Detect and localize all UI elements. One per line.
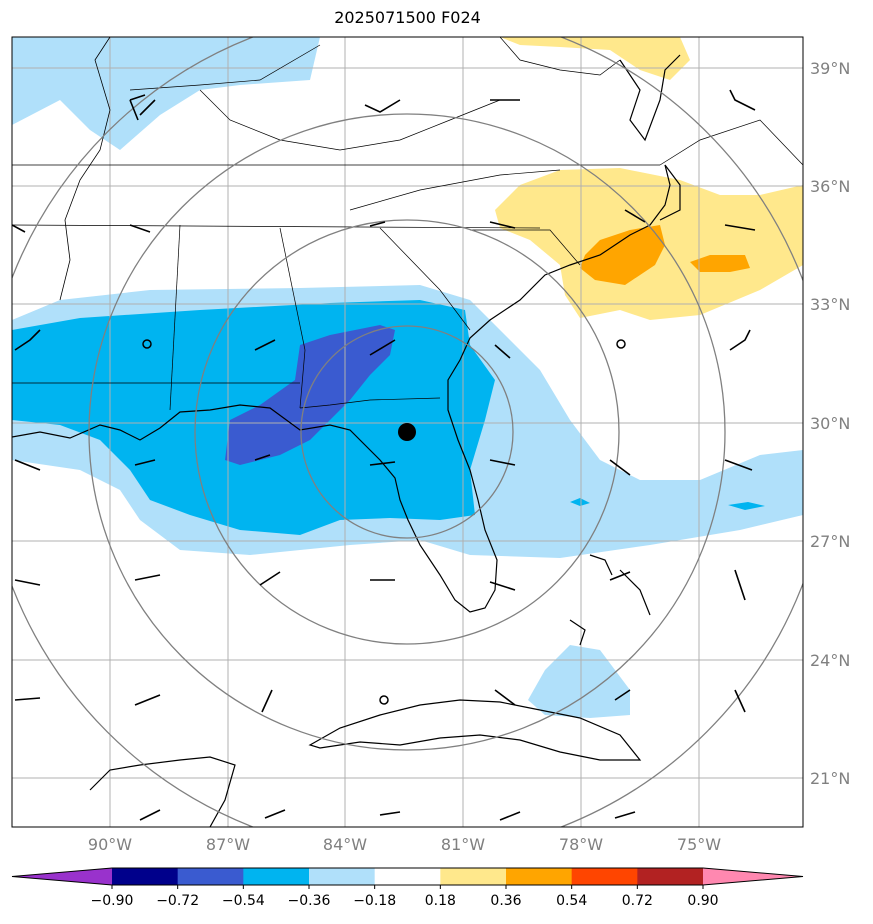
colorbar-segment xyxy=(243,868,310,885)
lat-label: 21°N xyxy=(810,769,850,788)
colorbar-tick-label: 0.18 xyxy=(425,893,456,909)
graticule xyxy=(12,37,803,827)
colorbar-extension-high xyxy=(703,868,803,885)
latitude-labels: 39°N 36°N 33°N 30°N 27°N 24°N 21°N xyxy=(810,59,850,788)
lat-label: 39°N xyxy=(810,59,850,78)
lon-label: 78°W xyxy=(559,835,603,854)
dark-blue-region xyxy=(225,325,395,465)
lat-label: 33°N xyxy=(810,295,850,314)
light-blue-region-north xyxy=(12,37,320,150)
orange-region-carolinas xyxy=(580,225,665,285)
colorbar-tick-label: 0.36 xyxy=(490,893,521,909)
center-marker xyxy=(398,423,416,441)
colorbar-segment xyxy=(440,868,507,885)
colorbar-tick-label: −0.36 xyxy=(288,893,331,909)
map-plot-area xyxy=(12,37,803,827)
orange-region-offshore xyxy=(690,255,750,272)
colorbar-segment xyxy=(112,868,179,885)
colorbar: −0.90 −0.72 −0.54 −0.36 −0.18 0.18 0.36 0.54 0.7… xyxy=(11,867,804,909)
small-blue-blob-2 xyxy=(728,502,765,510)
lon-label: 81°W xyxy=(441,835,485,854)
colorbar-segment xyxy=(637,868,704,885)
lat-label: 24°N xyxy=(810,651,850,670)
colorbar-segment xyxy=(571,868,638,885)
wind-barbs xyxy=(12,89,756,821)
colorbar-tick-label: −0.54 xyxy=(222,893,265,909)
colorbar-extension-low xyxy=(12,868,112,885)
colorbar-tick-label: 0.54 xyxy=(556,893,587,909)
lon-label: 87°W xyxy=(206,835,250,854)
lon-label: 84°W xyxy=(323,835,367,854)
yellow-region-north xyxy=(500,37,690,80)
colorbar-tick-label: −0.72 xyxy=(156,893,199,909)
lat-label: 36°N xyxy=(810,177,850,196)
colorbar-segment xyxy=(374,868,441,885)
colorbar-segment xyxy=(309,868,376,885)
longitude-labels: 90°W 87°W 84°W 81°W 78°W 75°W xyxy=(88,835,721,854)
colorbar-segment xyxy=(177,868,244,885)
lon-label: 90°W xyxy=(88,835,132,854)
calm-wind-circles xyxy=(142,339,626,705)
colorbar-segment xyxy=(506,868,573,885)
colorbar-tick-label: −0.90 xyxy=(91,893,134,909)
lon-label: 75°W xyxy=(677,835,721,854)
map-title: 2025071500 F024 xyxy=(334,8,481,27)
range-rings xyxy=(12,37,803,827)
colorbar-tick-label: −0.18 xyxy=(353,893,396,909)
colorbar-tick-label: 0.90 xyxy=(687,893,718,909)
small-blue-blob-1 xyxy=(570,498,590,506)
colorbar-tick-label: 0.72 xyxy=(622,893,653,909)
lat-label: 27°N xyxy=(810,532,850,551)
lat-label: 30°N xyxy=(810,414,850,433)
state-borders xyxy=(12,37,803,411)
map-frame xyxy=(11,36,804,828)
light-blue-region-keys xyxy=(528,645,630,718)
